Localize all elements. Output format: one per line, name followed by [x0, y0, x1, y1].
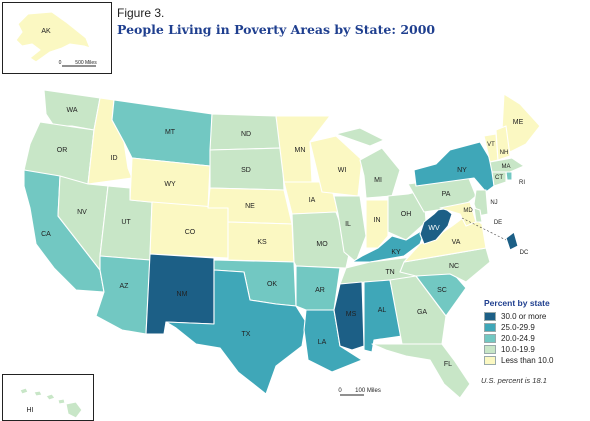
- us-percent-note: U.S. percent is 18.1: [481, 376, 547, 385]
- label-AK: AK: [41, 28, 51, 35]
- label-MD: MD: [463, 208, 473, 214]
- label-NY: NY: [457, 167, 467, 174]
- legend-item: 25.0-29.9: [484, 322, 588, 332]
- legend: Percent by state 30.0 or more 25.0-29.9 …: [484, 298, 588, 366]
- label-TX: TX: [242, 331, 251, 338]
- label-ME: ME: [513, 119, 524, 126]
- legend-label: 10.0-19.9: [501, 344, 535, 354]
- label-DE: DE: [494, 220, 502, 226]
- label-WV: WV: [428, 225, 440, 232]
- state-AK[interactable]: [15, 11, 91, 63]
- legend-item: 20.0-24.9: [484, 333, 588, 343]
- legend-item: 10.0-19.9: [484, 344, 588, 354]
- label-MO: MO: [316, 241, 328, 248]
- label-MS: MS: [346, 311, 357, 318]
- label-VT: VT: [487, 142, 495, 148]
- label-NH: NH: [500, 150, 509, 156]
- label-MA: MA: [502, 164, 511, 170]
- label-HI: HI: [27, 407, 34, 414]
- legend-swatch: [484, 333, 496, 343]
- label-NV: NV: [77, 209, 87, 216]
- label-NJ: NJ: [490, 200, 497, 206]
- state-GA[interactable]: [389, 275, 447, 345]
- label-IN: IN: [374, 217, 381, 224]
- state-TX[interactable]: [165, 269, 307, 395]
- state-AZ[interactable]: [95, 255, 151, 335]
- state-MA[interactable]: [489, 157, 525, 173]
- legend-label: 25.0-29.9: [501, 322, 535, 332]
- state-DC[interactable]: [505, 231, 519, 251]
- label-VA: VA: [452, 239, 461, 246]
- label-NC: NC: [449, 263, 459, 270]
- label-UT: UT: [121, 219, 131, 226]
- legend-label: 20.0-24.9: [501, 333, 535, 343]
- label-OH: OH: [401, 211, 412, 218]
- label-NM: NM: [177, 291, 188, 298]
- label-WA: WA: [66, 107, 77, 114]
- label-WI: WI: [338, 167, 347, 174]
- main-scale-zero: 0: [338, 388, 342, 394]
- label-CO: CO: [185, 229, 196, 236]
- state-WI[interactable]: [309, 135, 363, 197]
- state-WV[interactable]: [419, 205, 453, 245]
- label-FL: FL: [444, 361, 452, 368]
- state-DE[interactable]: [473, 207, 483, 223]
- label-ID: ID: [111, 155, 118, 162]
- alaska-scale-zero: 0: [59, 60, 62, 66]
- label-MT: MT: [165, 129, 176, 136]
- label-GA: GA: [417, 309, 427, 316]
- legend-title: Percent by state: [484, 298, 550, 308]
- label-IL: IL: [345, 221, 351, 228]
- state-CT[interactable]: [491, 171, 507, 187]
- map-title: People Living in Poverty Areas by State:…: [117, 22, 436, 37]
- figure-label: Figure 3.: [117, 6, 165, 20]
- label-CT: CT: [495, 175, 503, 181]
- state-MS[interactable]: [333, 281, 365, 351]
- label-AZ: AZ: [120, 283, 130, 290]
- main-scale-label: 100 Miles: [355, 388, 381, 394]
- alaska-scale-label: 500 Miles: [75, 60, 97, 66]
- state-FL[interactable]: [371, 343, 471, 399]
- legend-item: 30.0 or more: [484, 311, 588, 321]
- label-AL: AL: [378, 307, 387, 314]
- legend-swatch: [484, 355, 496, 365]
- label-OR: OR: [57, 147, 68, 154]
- label-MI: MI: [374, 177, 382, 184]
- label-SD: SD: [241, 167, 251, 174]
- state-MD[interactable]: [439, 201, 477, 227]
- label-KY: KY: [391, 249, 401, 256]
- label-AR: AR: [315, 287, 325, 294]
- dc-leader-line: [461, 217, 507, 241]
- label-SC: SC: [437, 287, 447, 294]
- state-MT[interactable]: [111, 99, 213, 167]
- label-CA: CA: [41, 231, 51, 238]
- label-PA: PA: [442, 191, 451, 198]
- label-ND: ND: [241, 131, 251, 138]
- label-RI: RI: [519, 180, 525, 186]
- label-WY: WY: [164, 181, 176, 188]
- state-KY[interactable]: [351, 227, 427, 263]
- legend-swatch: [484, 344, 496, 354]
- legend-swatch: [484, 311, 496, 321]
- label-OK: OK: [267, 281, 277, 288]
- label-TN: TN: [385, 269, 394, 276]
- label-KS: KS: [257, 239, 267, 246]
- label-DC: DC: [520, 250, 529, 256]
- label-NE: NE: [245, 203, 255, 210]
- state-MN[interactable]: [275, 115, 331, 183]
- label-LA: LA: [318, 339, 327, 346]
- legend-swatch: [484, 322, 496, 332]
- legend-item: Less than 10.0: [484, 355, 588, 365]
- state-NH[interactable]: [495, 125, 511, 161]
- legend-label: Less than 10.0: [501, 355, 554, 365]
- state-HI[interactable]: [19, 387, 83, 419]
- state-IN[interactable]: [365, 199, 389, 249]
- legend-label: 30.0 or more: [501, 311, 547, 321]
- label-IA: IA: [309, 197, 316, 204]
- state-RI[interactable]: [505, 171, 513, 181]
- label-MN: MN: [295, 147, 306, 154]
